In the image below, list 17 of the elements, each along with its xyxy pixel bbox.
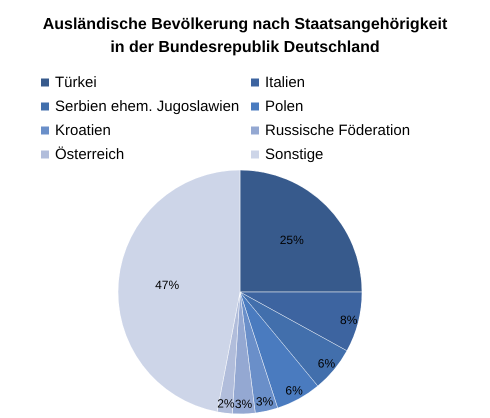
legend-label: Italien — [265, 74, 306, 91]
legend-label: Serbien ehem. Jugoslawien — [55, 98, 240, 115]
legend-label: Sonstige — [265, 146, 324, 163]
data-label: 2% — [217, 396, 235, 410]
data-label: 3% — [234, 397, 253, 412]
data-label: 25% — [280, 233, 304, 248]
legend-label: Kroatien — [55, 122, 111, 139]
data-label: 3% — [256, 394, 274, 409]
data-label: 6% — [285, 383, 304, 398]
chart-title: Ausländische Bevölkerung nach Staatsangehörigkeit in der Bundesrepublik Deutschland — [42, 16, 448, 56]
legend-label: Russische Föderation — [265, 122, 410, 139]
legend-label: Türkei — [55, 74, 97, 91]
data-label: 6% — [318, 356, 336, 371]
data-label: 8% — [340, 312, 358, 327]
data-label: 47% — [155, 278, 180, 292]
legend-label: Österreich — [55, 146, 124, 163]
legend-label: Polen — [265, 98, 304, 115]
